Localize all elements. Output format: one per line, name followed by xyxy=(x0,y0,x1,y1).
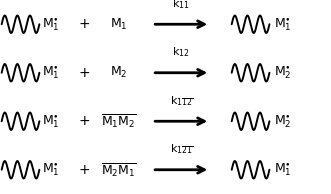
Text: $\mathrm{M}_1$: $\mathrm{M}_1$ xyxy=(110,17,128,32)
Text: $\overline{\mathrm{M}_1\mathrm{M}_2}$: $\overline{\mathrm{M}_1\mathrm{M}_2}$ xyxy=(101,113,137,130)
Text: $\mathrm{M}_1^{\bullet}$: $\mathrm{M}_1^{\bullet}$ xyxy=(274,161,292,178)
Text: $\mathrm{M}_2^{\bullet}$: $\mathrm{M}_2^{\bullet}$ xyxy=(274,113,292,130)
Text: $+$: $+$ xyxy=(78,114,90,128)
Text: $\mathrm{k}_{12}$: $\mathrm{k}_{12}$ xyxy=(172,45,190,59)
Text: $\mathrm{k}_{11}$: $\mathrm{k}_{11}$ xyxy=(172,0,190,11)
Text: $+$: $+$ xyxy=(78,17,90,31)
Text: $+$: $+$ xyxy=(78,163,90,177)
Text: $\mathrm{k}_{1\overline{12}}$: $\mathrm{k}_{1\overline{12}}$ xyxy=(169,94,193,108)
Text: $+$: $+$ xyxy=(78,66,90,80)
Text: $\mathrm{M}_1^{\bullet}$: $\mathrm{M}_1^{\bullet}$ xyxy=(274,16,292,33)
Text: $\mathrm{M}_1^{\bullet}$: $\mathrm{M}_1^{\bullet}$ xyxy=(42,161,60,178)
Text: $\overline{\mathrm{M}_2\mathrm{M}_1}$: $\overline{\mathrm{M}_2\mathrm{M}_1}$ xyxy=(101,161,137,178)
Text: $\mathrm{M}_2^{\bullet}$: $\mathrm{M}_2^{\bullet}$ xyxy=(274,64,292,81)
Text: $\mathrm{M}_2$: $\mathrm{M}_2$ xyxy=(111,65,128,80)
Text: $\mathrm{M}_1^{\bullet}$: $\mathrm{M}_1^{\bullet}$ xyxy=(42,64,60,81)
Text: $\mathrm{k}_{1\overline{21}}$: $\mathrm{k}_{1\overline{21}}$ xyxy=(169,142,193,156)
Text: $\mathrm{M}_1^{\bullet}$: $\mathrm{M}_1^{\bullet}$ xyxy=(42,16,60,33)
Text: $\mathrm{M}_1^{\bullet}$: $\mathrm{M}_1^{\bullet}$ xyxy=(42,113,60,130)
